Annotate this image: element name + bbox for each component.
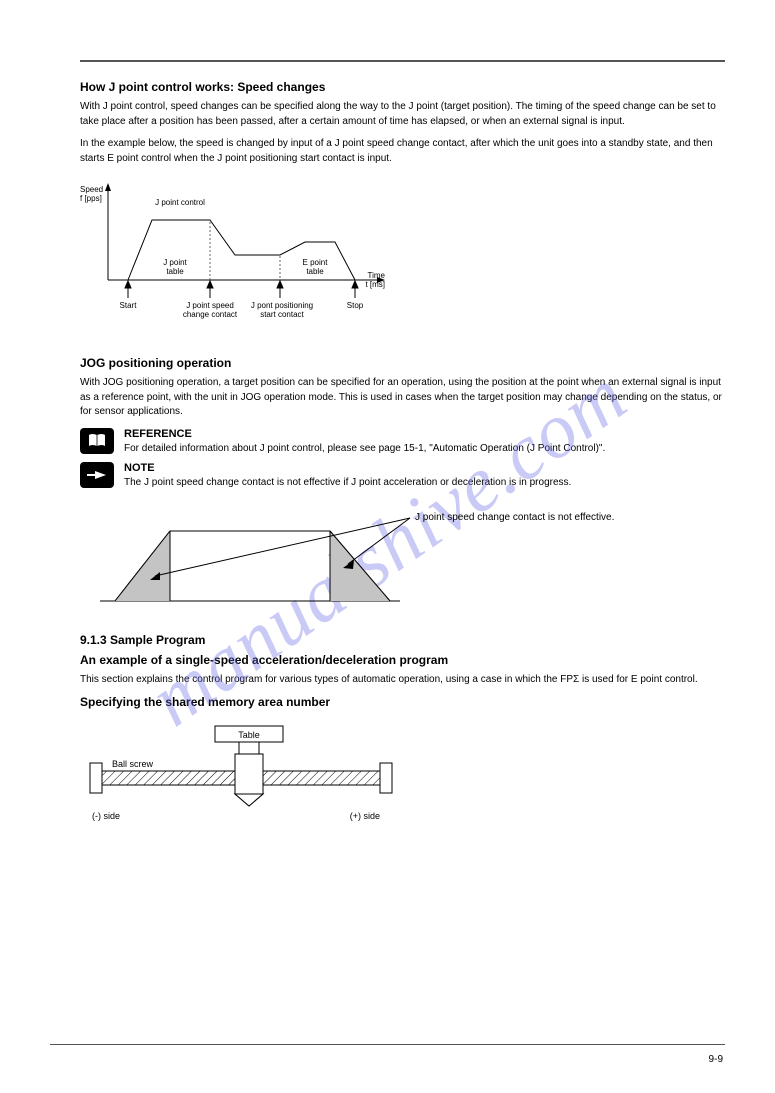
section1-title: How J point control works: Speed changes bbox=[80, 80, 725, 94]
section3-heading2: Specifying the shared memory area number bbox=[80, 695, 725, 709]
page-number: 9-9 bbox=[709, 1054, 723, 1065]
fig1-top-label: J point control bbox=[155, 198, 205, 207]
fig3-table-label: Table bbox=[238, 730, 260, 740]
note-callout: NOTE The J point speed change contact is… bbox=[80, 462, 725, 490]
book-icon bbox=[80, 428, 114, 454]
bottom-rule bbox=[50, 1044, 725, 1045]
section3-heading: An example of a single-speed acceleratio… bbox=[80, 653, 725, 667]
fig3-screw-label: Ball screw bbox=[112, 759, 154, 769]
fig1-tick-stop: Stop bbox=[347, 301, 364, 310]
section1-para2: In the example below, the speed is chang… bbox=[80, 137, 725, 166]
fig3-neg: (-) side bbox=[92, 811, 120, 821]
fig1-xlabel-l1: Time bbox=[368, 271, 386, 280]
note-text: The J point speed change contact is not … bbox=[124, 476, 571, 490]
hand-point-icon bbox=[80, 462, 114, 488]
section1-para1: With J point control, speed changes can … bbox=[80, 100, 725, 129]
fig1-etable-l1: E point bbox=[303, 258, 329, 267]
section3-para2-span: is used for E point control. bbox=[579, 674, 697, 685]
note-label: NOTE bbox=[124, 462, 571, 474]
page-root: manualshive.com How J point control work… bbox=[0, 0, 775, 1093]
section3-para1-span: This section explains the control progra… bbox=[80, 674, 573, 685]
fig1-tick-jspeed-l1: J point speed bbox=[186, 301, 234, 310]
fig1-jtable-l2: table bbox=[166, 267, 184, 276]
fig1-xlabel-l2: t [ms] bbox=[365, 280, 385, 289]
fig1-tick-jpos-l1: J pont positioning bbox=[251, 301, 313, 310]
fig1-tick-jpos-l2: start contact bbox=[260, 310, 304, 319]
fig1-tick-start: Start bbox=[120, 301, 138, 310]
fig1-ylabel-top: Speed bbox=[80, 185, 103, 194]
figure-ball-screw: Table Ball screw (-) side (+) side bbox=[80, 721, 410, 831]
fig1-etable-l2: table bbox=[306, 267, 324, 276]
reference-text: For detailed information about J point c… bbox=[124, 442, 605, 456]
section3-title: 9.1.3 Sample Program bbox=[80, 633, 725, 647]
fig1-jtable-l1: J point bbox=[163, 258, 187, 267]
figure-jpoint-chart: Speed f [pps] J point control J point ta… bbox=[80, 180, 400, 335]
jog-para: With JOG positioning operation, a target… bbox=[80, 376, 725, 420]
fig2-annot: J point speed change contact is not effe… bbox=[415, 512, 614, 523]
reference-label: REFERENCE bbox=[124, 428, 605, 440]
fig1-tick-jspeed-l2: change contact bbox=[183, 310, 238, 319]
jog-heading: JOG positioning operation bbox=[80, 356, 725, 370]
reference-callout: REFERENCE For detailed information about… bbox=[80, 428, 725, 456]
fig1-ylabel-unit: f [pps] bbox=[80, 194, 102, 203]
figure-accel-decel: J point speed change contact is not effe… bbox=[80, 506, 640, 616]
top-rule bbox=[80, 60, 725, 62]
fig3-pos: (+) side bbox=[350, 811, 380, 821]
section3-para: This section explains the control progra… bbox=[80, 673, 725, 688]
